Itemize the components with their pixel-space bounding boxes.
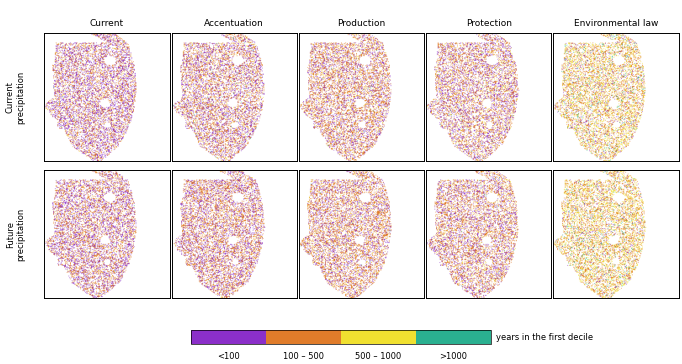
Text: <100: <100 [217, 352, 240, 361]
Text: Current: Current [90, 19, 124, 28]
Text: Accentuation: Accentuation [205, 19, 264, 28]
Text: Current
precipitation: Current precipitation [6, 70, 25, 123]
Text: years in the first decile: years in the first decile [496, 333, 593, 341]
Text: Future
precipitation: Future precipitation [6, 208, 25, 261]
Text: Environmental law: Environmental law [574, 19, 658, 28]
Text: Protection: Protection [466, 19, 512, 28]
Text: >1000: >1000 [439, 352, 468, 361]
Text: 500 – 1000: 500 – 1000 [355, 352, 402, 361]
Text: 100 – 500: 100 – 500 [283, 352, 324, 361]
Text: Production: Production [338, 19, 385, 28]
